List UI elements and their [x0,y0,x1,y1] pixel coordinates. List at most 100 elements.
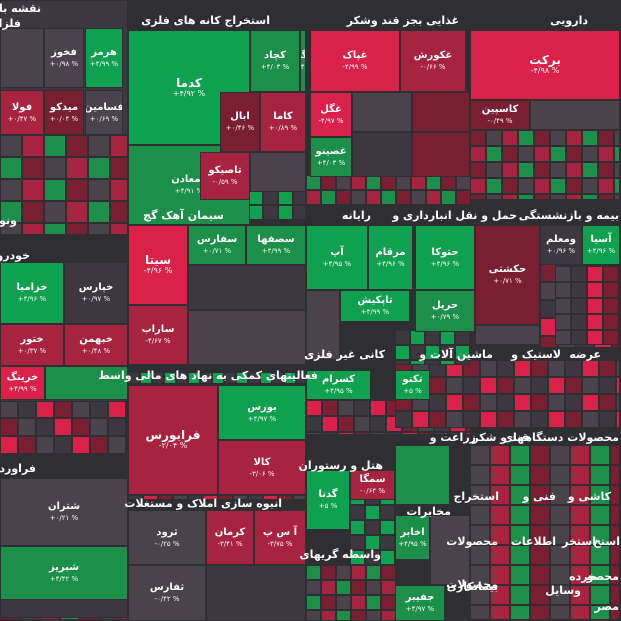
treemap-cell[interactable] [278,495,293,500]
treemap-cell[interactable] [90,400,108,418]
treemap-cell[interactable] [530,465,550,485]
treemap-cell[interactable] [480,411,497,428]
treemap-cell[interactable] [352,92,412,132]
treemap-cell[interactable] [548,360,565,377]
treemap-cell[interactable] [425,360,440,365]
treemap-cell[interactable] [470,178,486,194]
treemap-cell[interactable] [582,394,599,411]
treemap-cell[interactable] [90,418,108,436]
treemap-cell[interactable] [502,194,518,200]
treemap-cell[interactable] [582,194,598,200]
treemap-cell[interactable] [22,201,44,223]
stock-tile[interactable]: سفارس +۰/۷۱ % [188,225,246,265]
treemap-cell[interactable] [614,194,620,200]
treemap-cell[interactable] [306,416,322,432]
treemap-cell[interactable] [365,505,380,520]
treemap-cell[interactable] [566,146,582,162]
stock-tile[interactable]: حکشتی +۰/۷۱ % [475,225,540,325]
treemap-cell[interactable] [514,394,531,411]
treemap-cell[interactable] [322,432,338,435]
treemap-cell[interactable] [566,162,582,178]
treemap-cell[interactable] [570,465,590,485]
treemap-cell[interactable] [446,394,463,411]
treemap-cell[interactable] [250,152,306,192]
treemap-cell[interactable] [610,525,620,545]
treemap-cell[interactable] [587,266,603,282]
treemap-cell[interactable] [555,298,571,314]
stock-tile[interactable]: کگل+۴/۴۴ % [300,30,306,92]
treemap-cell[interactable] [599,411,616,428]
treemap-cell[interactable] [534,162,550,178]
treemap-cell[interactable] [434,432,450,435]
treemap-cell[interactable] [410,360,425,365]
treemap-cell[interactable] [590,565,610,585]
treemap-cell[interactable] [381,610,396,621]
treemap-cell[interactable] [380,520,395,535]
treemap-cell[interactable] [429,377,446,394]
treemap-cell[interactable] [90,436,108,454]
treemap-cell[interactable] [110,179,128,201]
treemap-cell[interactable] [599,360,616,377]
treemap-cell[interactable] [510,525,530,545]
treemap-cell[interactable] [128,372,140,384]
treemap-cell[interactable] [582,411,599,428]
treemap-cell[interactable] [351,595,366,610]
treemap-cell[interactable] [321,190,336,205]
treemap-cell[interactable] [72,436,90,454]
treemap-cell[interactable] [555,330,571,345]
treemap-cell[interactable] [518,178,534,194]
treemap-cell[interactable] [598,178,614,194]
treemap-cell[interactable] [22,179,44,201]
treemap-cell[interactable] [306,290,340,360]
treemap-cell[interactable] [555,314,571,330]
stock-tile[interactable]: تاپکیش +۴/۹۹ % [340,290,410,322]
treemap-cell[interactable] [278,205,293,220]
treemap-cell[interactable] [582,360,599,377]
treemap-cell[interactable] [582,130,598,146]
treemap-cell[interactable] [486,194,502,200]
treemap-cell[interactable] [306,565,321,580]
treemap-cell[interactable] [248,372,260,384]
treemap-cell[interactable] [350,505,365,520]
treemap-cell[interactable] [550,445,570,465]
treemap-cell[interactable] [530,605,550,620]
treemap-cell[interactable] [0,223,22,235]
treemap-cell[interactable] [582,178,598,194]
treemap-cell[interactable] [296,372,306,384]
stock-tile[interactable]: جفیبر +۴/۹۷ % [395,585,445,621]
treemap-cell[interactable] [44,201,66,223]
treemap-cell[interactable] [518,194,534,200]
treemap-cell[interactable] [322,400,338,416]
treemap-cell[interactable] [565,377,582,394]
treemap-cell[interactable] [429,411,446,428]
treemap-cell[interactable] [354,400,370,416]
treemap-cell[interactable] [550,505,570,525]
treemap-cell[interactable] [510,585,530,605]
treemap-cell[interactable] [565,411,582,428]
treemap-cell[interactable] [570,565,590,585]
treemap-cell[interactable] [510,485,530,505]
treemap-cell[interactable] [590,585,610,605]
treemap-cell[interactable] [470,465,490,485]
stock-tile[interactable]: خبهمن +۰/۴۸ % [64,324,128,366]
treemap-cell[interactable] [164,372,176,384]
stock-tile[interactable]: ابال +۰/۴۶ % [220,92,260,152]
treemap-cell[interactable] [603,314,619,330]
treemap-cell[interactable] [570,525,590,545]
stock-tile[interactable]: بورس +۴/۹۷ % [218,385,306,440]
treemap-cell[interactable] [110,223,128,235]
treemap-cell[interactable] [502,146,518,162]
treemap-cell[interactable] [502,162,518,178]
treemap-cell[interactable] [548,411,565,428]
treemap-cell[interactable] [555,266,571,282]
treemap-cell[interactable] [336,595,351,610]
treemap-cell[interactable] [188,310,306,365]
treemap-cell[interactable] [614,178,620,194]
treemap-cell[interactable] [354,416,370,432]
treemap-cell[interactable] [470,565,490,585]
treemap-cell[interactable] [236,372,248,384]
treemap-cell[interactable] [455,360,470,365]
treemap-cell[interactable] [486,130,502,146]
treemap-cell[interactable] [336,175,351,190]
treemap-cell[interactable] [263,495,278,500]
